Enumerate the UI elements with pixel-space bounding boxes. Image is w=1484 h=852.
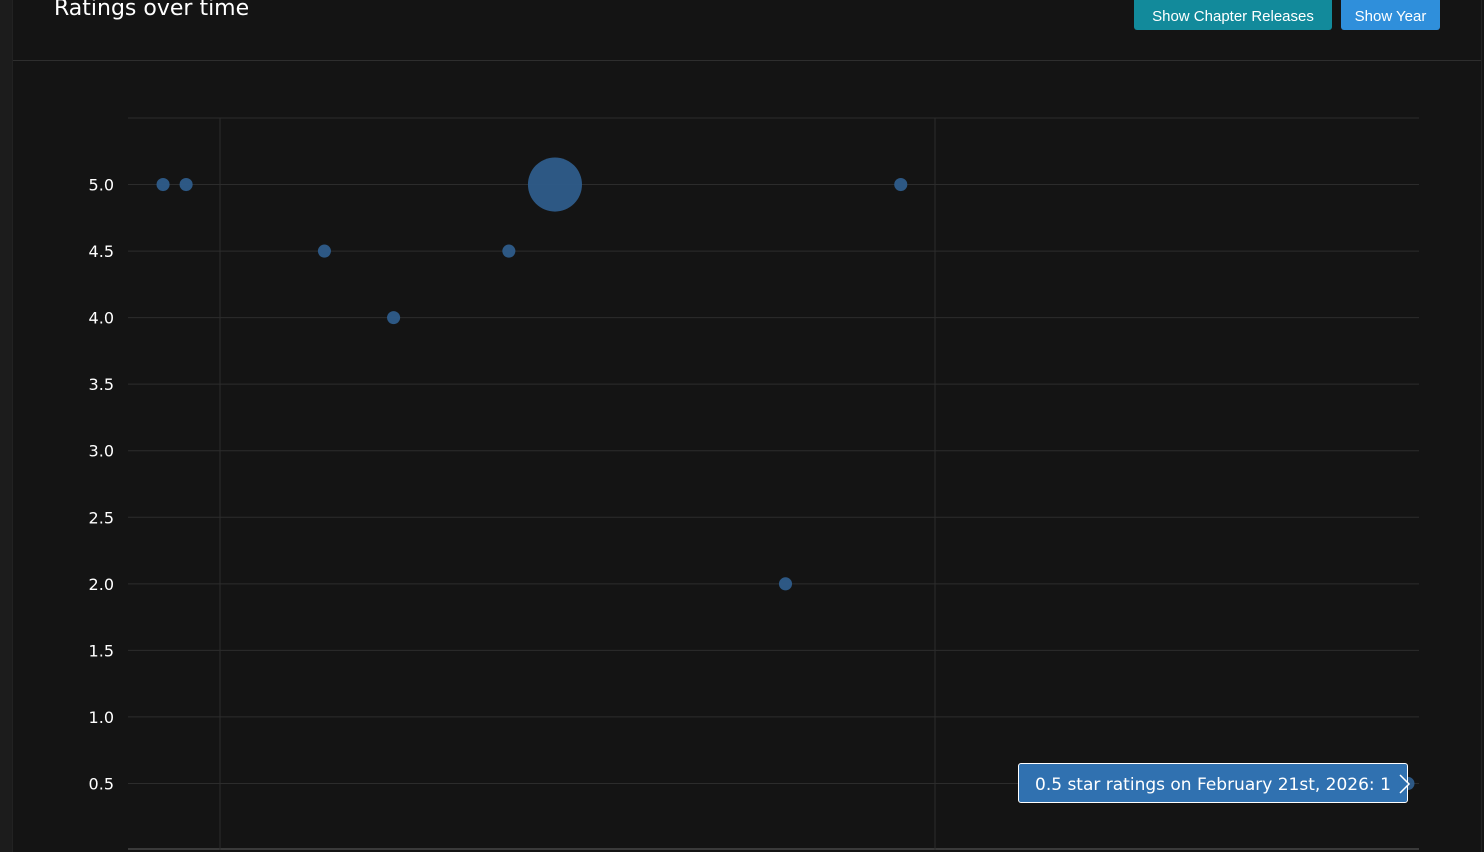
y-tick-label: 3.5 <box>89 375 114 394</box>
chart-tooltip: 0.5 star ratings on February 21st, 2026:… <box>1018 763 1408 803</box>
data-point <box>778 577 793 591</box>
data-point <box>387 311 401 325</box>
header-divider <box>13 60 1481 61</box>
show-year-button[interactable]: Show Year <box>1341 0 1440 30</box>
y-tick-label: 1.5 <box>89 641 114 660</box>
y-tick-label: 5.0 <box>89 176 114 195</box>
data-point <box>179 178 193 192</box>
ratings-card: Ratings over time Show Chapter Releases … <box>12 0 1482 852</box>
data-point <box>894 178 908 192</box>
data-point <box>502 244 516 258</box>
data-point <box>317 244 331 258</box>
card-title: Ratings over time <box>54 0 250 21</box>
y-tick-label: 4.5 <box>89 242 114 261</box>
y-tick-label: 2.0 <box>89 575 114 594</box>
y-tick-label: 3.0 <box>89 442 114 461</box>
y-tick-label: 0.5 <box>89 774 114 793</box>
y-tick-label: 2.5 <box>89 508 114 527</box>
data-point <box>156 178 170 192</box>
page-margin <box>0 0 12 852</box>
data-point <box>527 157 582 212</box>
show-chapter-releases-button[interactable]: Show Chapter Releases <box>1134 0 1332 30</box>
y-tick-label: 1.0 <box>89 708 114 727</box>
y-tick-label: 4.0 <box>89 309 114 328</box>
